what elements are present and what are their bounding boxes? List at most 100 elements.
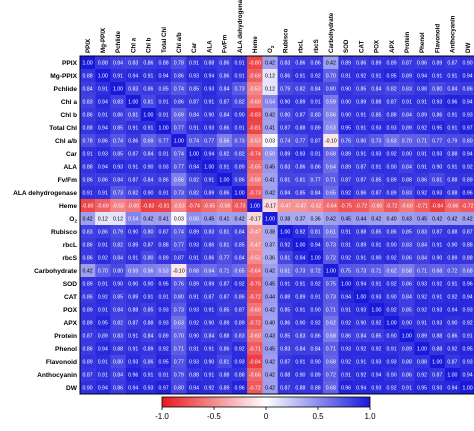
cell-value-label: 0.12 xyxy=(265,86,275,92)
heatmap-cell xyxy=(338,173,354,187)
heatmap-cell xyxy=(384,381,400,395)
cell-value-label: 1.00 xyxy=(463,385,473,391)
heatmap-cell xyxy=(444,212,461,226)
heatmap-cell xyxy=(368,95,385,109)
heatmap-cell xyxy=(171,381,187,395)
cell-value-label: 0.75 xyxy=(326,281,336,287)
column-label: ALA dehydrogenase xyxy=(237,0,244,53)
colorbar-tick-label: 0 xyxy=(264,412,269,421)
heatmap-cell xyxy=(125,108,141,122)
heatmap-cell xyxy=(353,225,369,239)
cell-value-label: 0.86 xyxy=(356,190,366,196)
cell-value-label: 0.80 xyxy=(280,112,290,118)
row-label: POX xyxy=(63,307,78,314)
cell-value-label: 0.77 xyxy=(174,359,184,365)
heatmap-cell xyxy=(429,108,445,122)
heatmap-cell xyxy=(368,264,385,278)
heatmap-cell xyxy=(80,303,96,317)
cell-value-label: 0.73 xyxy=(113,190,123,196)
heatmap-cell xyxy=(80,147,96,161)
heatmap-cell xyxy=(262,329,278,343)
heatmap-cell xyxy=(338,199,354,213)
heatmap-cell xyxy=(277,95,293,109)
cell-value-label: -0.64 xyxy=(249,268,261,274)
cell-value-label: 0.94 xyxy=(204,151,214,157)
heatmap-cell xyxy=(384,251,400,265)
heatmap-cell xyxy=(414,316,430,330)
cell-value-label: -0.74 xyxy=(249,151,261,157)
heatmap-cell xyxy=(80,225,96,239)
cell-value-label: 0.91 xyxy=(432,242,442,248)
heatmap-cell xyxy=(140,173,157,187)
heatmap-cell xyxy=(156,212,172,226)
heatmap-cell xyxy=(460,290,474,304)
heatmap-cell xyxy=(232,238,248,252)
cell-value-label: 0.96 xyxy=(463,281,473,287)
cell-value-label: 0.86 xyxy=(83,177,93,183)
cell-value-label: 0.80 xyxy=(174,294,184,300)
cell-value-label: 0.92 xyxy=(280,242,290,248)
row-label: DW xyxy=(66,385,78,392)
cell-value-label: 0.83 xyxy=(402,242,412,248)
cell-value-label: 0.89 xyxy=(311,125,321,131)
heatmap-cell xyxy=(186,355,202,369)
heatmap-cell xyxy=(171,173,187,187)
heatmap-cell xyxy=(232,290,248,304)
heatmap-cell xyxy=(353,56,369,70)
heatmap-cell xyxy=(110,342,126,356)
cell-value-label: 0.91 xyxy=(159,372,169,378)
heatmap-cell xyxy=(125,212,141,226)
cell-value-label: 0.87 xyxy=(463,229,473,235)
heatmap-cell xyxy=(171,95,187,109)
heatmap-cell xyxy=(186,173,202,187)
cell-value-label: 0.81 xyxy=(432,177,442,183)
cell-value-label: 0.92 xyxy=(463,320,473,326)
heatmap-cell xyxy=(80,381,96,395)
heatmap-cell xyxy=(308,147,324,161)
cell-value-label: 0.93 xyxy=(371,385,381,391)
cell-value-label: 0.87 xyxy=(219,281,229,287)
heatmap-cell xyxy=(444,147,461,161)
cell-value-label: 0.94 xyxy=(447,385,457,391)
heatmap-cell xyxy=(444,264,461,278)
cell-value-label: 0.95 xyxy=(159,281,169,287)
heatmap-cell xyxy=(460,134,474,148)
cell-value-label: 0.95 xyxy=(417,385,427,391)
heatmap-cell xyxy=(292,303,309,317)
heatmap-cell xyxy=(292,251,309,265)
cell-value-label: 0.91 xyxy=(463,333,473,339)
cell-value-label: -0.80 xyxy=(82,203,94,209)
heatmap-cell xyxy=(125,342,141,356)
heatmap-cell xyxy=(216,316,233,330)
heatmap-cell xyxy=(262,251,278,265)
heatmap-cell xyxy=(292,290,309,304)
heatmap-cell xyxy=(201,251,217,265)
cell-value-label: 0.88 xyxy=(447,229,457,235)
cell-value-label: 0.97 xyxy=(463,125,473,131)
cell-value-label: 0.86 xyxy=(128,138,138,144)
heatmap-cell xyxy=(429,82,445,96)
heatmap-cell xyxy=(460,355,474,369)
heatmap-cell xyxy=(444,277,461,291)
heatmap-cell xyxy=(308,303,324,317)
cell-value-label: -0.53 xyxy=(173,203,185,209)
heatmap-cell xyxy=(110,147,126,161)
heatmap-cell xyxy=(384,199,400,213)
heatmap-cell xyxy=(156,186,172,200)
heatmap-cell xyxy=(460,342,474,356)
cell-value-label: 0.93 xyxy=(189,242,199,248)
cell-value-label: 0.87 xyxy=(204,294,214,300)
heatmap-cell xyxy=(156,108,172,122)
heatmap-cell xyxy=(353,121,369,135)
row-label: Carbohydrate xyxy=(34,268,77,275)
cell-value-label: 0.89 xyxy=(219,385,229,391)
heatmap-cell xyxy=(156,173,172,187)
cell-value-label: 0.77 xyxy=(432,138,442,144)
heatmap-border xyxy=(79,55,474,395)
heatmap-cell xyxy=(444,56,461,70)
cell-value-label: 0.59 xyxy=(128,268,138,274)
cell-value-label: 0.81 xyxy=(295,177,305,183)
row-label: Anthocyanin xyxy=(37,372,77,379)
heatmap-cell xyxy=(292,225,309,239)
